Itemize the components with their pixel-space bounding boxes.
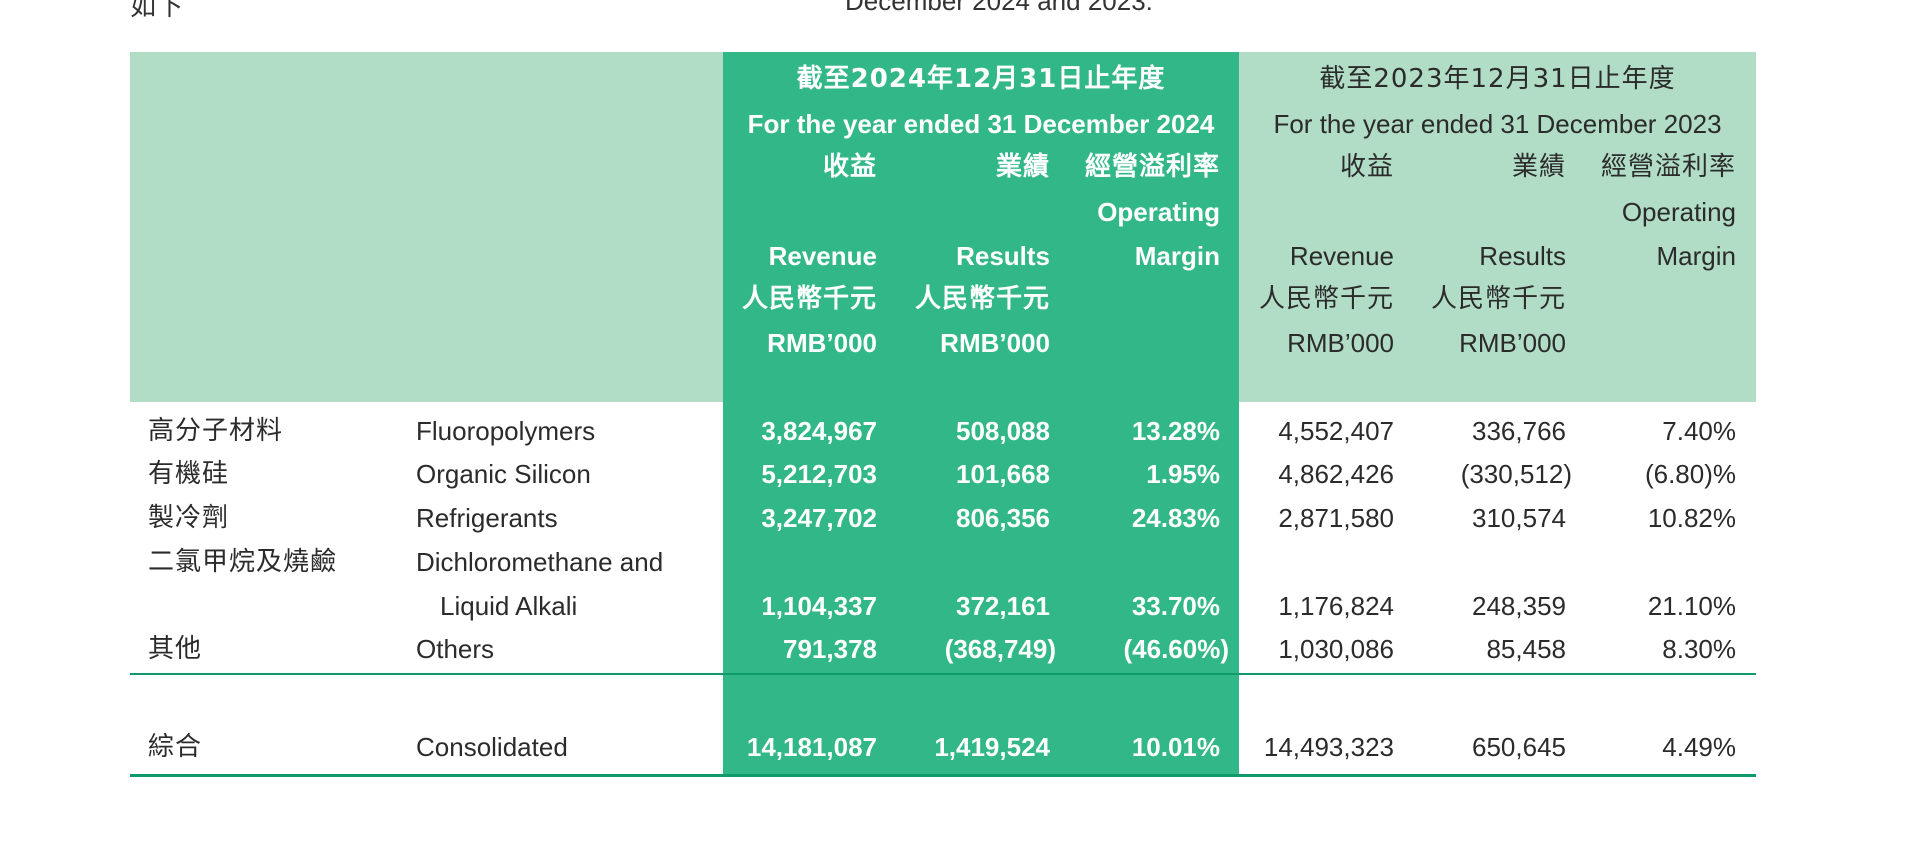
header-2024-results-cn: 業績 xyxy=(995,152,1050,182)
row-refrigerants-results-2023: 310,574 xyxy=(1472,503,1566,533)
row-refrigerants-margin-2024: 24.83% xyxy=(1131,503,1220,533)
row-fluoropolymers-results-2023: 336,766 xyxy=(1472,416,1566,446)
subtotal-divider xyxy=(130,673,1756,675)
row-fluoropolymers-margin-2024: 13.28% xyxy=(1131,416,1220,446)
row-others-label-en: Others xyxy=(416,634,495,664)
header-2024-title-en: For the year ended 31 December 2024 xyxy=(747,109,1215,139)
row-refrigerants-label-en: Refrigerants xyxy=(416,503,558,533)
header-2024-revenue-unit-cn: 人民幣千元 xyxy=(741,284,877,314)
row-refrigerants-results-2024: 806,356 xyxy=(956,503,1050,533)
top-left-partial-text: 如下 xyxy=(130,0,185,22)
row-consolidated-margin-2023: 4.49% xyxy=(1662,732,1736,762)
row-consolidated-results-2023: 650,645 xyxy=(1472,732,1566,762)
row-dichloromethane-revenue-2024: 1,104,337 xyxy=(761,591,877,621)
row-others-margin-2023: 8.30% xyxy=(1662,634,1736,664)
row-others-results-2023: 85,458 xyxy=(1486,634,1566,664)
row-fluoropolymers-revenue-2023: 4,552,407 xyxy=(1278,416,1394,446)
header-2024-revenue-unit-en: RMB’000 xyxy=(767,328,877,358)
row-fluoropolymers-results-2024: 508,088 xyxy=(956,416,1050,446)
row-consolidated-margin-2024: 10.01% xyxy=(1131,732,1220,762)
header-2023-title-en: For the year ended 31 December 2023 xyxy=(1273,109,1722,139)
row-others-margin-2024: (46.60%) xyxy=(1123,634,1230,664)
row-dichloromethane-margin-2024: 33.70% xyxy=(1131,591,1220,621)
header-2024-margin-en-1: Operating xyxy=(1097,197,1220,227)
row-organic-silicon-margin-2023: (6.80)% xyxy=(1644,459,1736,489)
row-organic-silicon-revenue-2024: 5,212,703 xyxy=(761,459,877,489)
row-dichloromethane-results-2024: 372,161 xyxy=(956,591,1050,621)
row-refrigerants-label-cn: 製冷劑 xyxy=(148,503,230,533)
row-consolidated-results-2024: 1,419,524 xyxy=(934,732,1050,762)
header-2023-revenue-en: Revenue xyxy=(1289,241,1394,271)
row-others-results-2024: (368,749) xyxy=(944,634,1056,664)
total-bottom-rule xyxy=(130,774,1756,777)
header-2023-results-en: Results xyxy=(1479,241,1566,271)
header-2024-margin-en-2: Margin xyxy=(1134,241,1220,271)
row-refrigerants-revenue-2023: 2,871,580 xyxy=(1278,503,1394,533)
header-2024-revenue-cn: 收益 xyxy=(822,152,877,182)
row-fluoropolymers-label-cn: 高分子材料 xyxy=(148,416,284,446)
header-2024-results-unit-en: RMB’000 xyxy=(940,328,1050,358)
row-others-label-cn: 其他 xyxy=(148,634,203,664)
row-dichloromethane-margin-2023: 21.10% xyxy=(1647,591,1736,621)
header-2023-revenue-unit-en: RMB’000 xyxy=(1287,328,1394,358)
row-organic-silicon-results-2023: (330,512) xyxy=(1460,459,1572,489)
header-2024-results-en: Results xyxy=(956,241,1050,271)
row-dichloromethane-label-cn: 二氯甲烷及燒鹼 xyxy=(148,547,338,577)
row-others-revenue-2024: 791,378 xyxy=(783,634,877,664)
header-2023-revenue-cn: 收益 xyxy=(1339,152,1394,182)
header-2024-margin-cn: 經營溢利率 xyxy=(1084,152,1220,182)
row-fluoropolymers-revenue-2024: 3,824,967 xyxy=(761,416,877,446)
header-2023-margin-en-1: Operating xyxy=(1621,197,1736,227)
row-dichloromethane-label-en-line2: Liquid Alkali xyxy=(440,591,578,621)
row-refrigerants-revenue-2024: 3,247,702 xyxy=(761,503,877,533)
row-organic-silicon-label-en: Organic Silicon xyxy=(416,459,591,489)
header-2023-margin-cn: 經營溢利率 xyxy=(1600,152,1736,182)
header-2024-title-cn: 截至2024年12月31日止年度 xyxy=(796,64,1166,94)
row-organic-silicon-results-2024: 101,668 xyxy=(956,459,1050,489)
header-2024-results-unit-cn: 人民幣千元 xyxy=(914,284,1050,314)
row-organic-silicon-margin-2024: 1.95% xyxy=(1146,459,1220,489)
row-others-revenue-2023: 1,030,086 xyxy=(1278,634,1394,664)
current-year-column-highlight xyxy=(723,52,1239,776)
header-2023-margin-en-2: Margin xyxy=(1656,241,1736,271)
row-organic-silicon-revenue-2023: 4,862,426 xyxy=(1278,459,1394,489)
row-dichloromethane-label-en: Dichloromethane and xyxy=(416,547,664,577)
header-2023-revenue-unit-cn: 人民幣千元 xyxy=(1258,284,1394,314)
header-2023-results-cn: 業績 xyxy=(1511,152,1566,182)
row-fluoropolymers-label-en: Fluoropolymers xyxy=(416,416,596,446)
header-2023-results-unit-cn: 人民幣千元 xyxy=(1430,284,1566,314)
row-consolidated-label-cn: 綜合 xyxy=(148,732,203,762)
row-dichloromethane-results-2023: 248,359 xyxy=(1472,591,1566,621)
row-consolidated-label-en: Consolidated xyxy=(416,732,568,762)
row-fluoropolymers-margin-2023: 7.40% xyxy=(1662,416,1736,446)
row-consolidated-revenue-2024: 14,181,087 xyxy=(746,732,877,762)
row-refrigerants-margin-2023: 10.82% xyxy=(1647,503,1736,533)
top-center-partial-text: December 2024 and 2023: xyxy=(845,0,1153,16)
row-dichloromethane-revenue-2023: 1,176,824 xyxy=(1278,591,1394,621)
header-2023-results-unit-en: RMB’000 xyxy=(1459,328,1566,358)
row-consolidated-revenue-2023: 14,493,323 xyxy=(1263,732,1394,762)
header-2024-revenue-en: Revenue xyxy=(768,241,877,271)
header-2023-title-cn: 截至2023年12月31日止年度 xyxy=(1319,64,1676,94)
row-organic-silicon-label-cn: 有機硅 xyxy=(148,459,230,489)
